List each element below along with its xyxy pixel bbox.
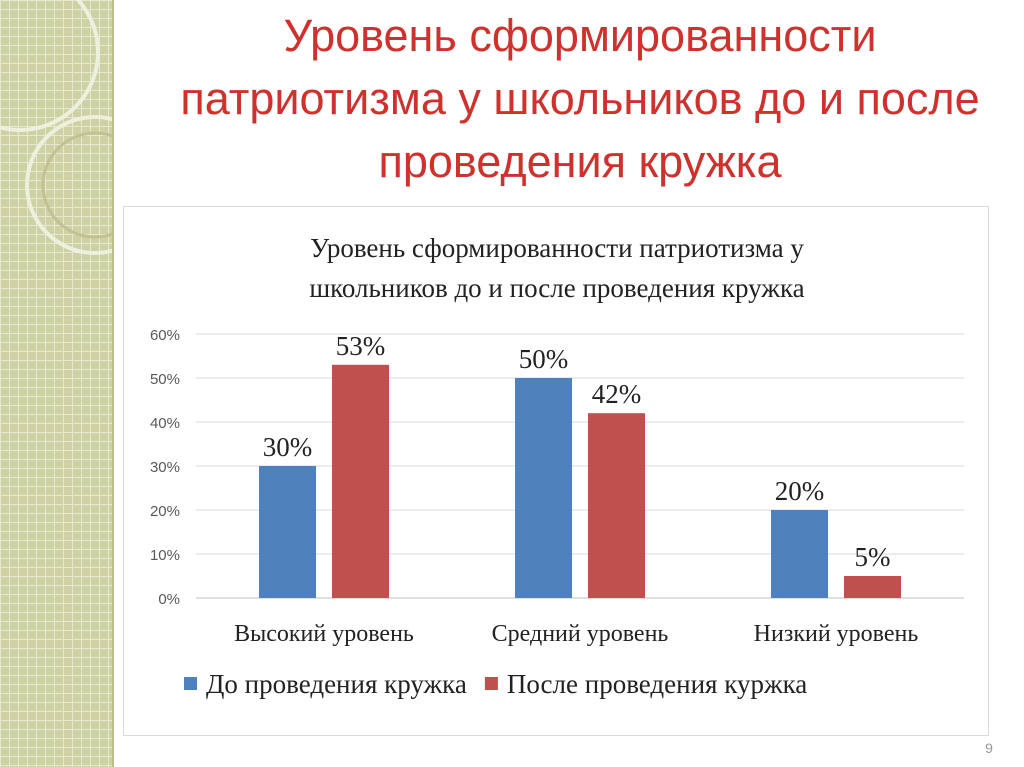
side-panel-edge [112,0,114,767]
data-label: 20% [775,476,825,506]
bar-after [588,413,645,598]
data-label: 50% [519,344,569,374]
legend-swatch-after [484,677,498,690]
y-tick-label: 50% [150,371,180,388]
bar-before [259,466,316,598]
y-tick-label: 0% [158,591,180,608]
chart-frame: Уровень сформированности патриотизма у ш… [123,206,989,736]
data-label: 30% [263,432,313,462]
chart-title-line-2: школьников до и после проведения кружка [309,273,804,303]
data-label: 53% [336,331,386,361]
slide-title: Уровень сформированности патриотизма у ш… [180,10,980,187]
x-category-label: Высокий уровень [234,621,414,647]
bar-before [771,510,828,598]
decorative-side-panel [0,0,112,767]
legend-swatch-before [184,677,197,690]
y-tick-label: 20% [150,503,180,520]
x-category-label: Средний уровень [492,621,669,647]
y-tick-label: 40% [150,415,180,432]
y-tick-label: 30% [150,459,180,476]
data-label: 5% [855,542,891,572]
data-label: 42% [592,379,642,409]
bar-before [515,378,572,598]
x-category-label: Низкий уровень [754,621,919,647]
decorative-circles [0,0,112,255]
page-number: 9 [985,740,993,756]
chart-title-line-1: Уровень сформированности патриотизма у [310,233,804,263]
bar-after [844,576,901,598]
y-tick-label: 10% [150,547,180,564]
y-tick-label: 60% [150,327,180,344]
legend-label-before: До проведения кружка [206,669,467,699]
legend-label-after: После проведения куржка [507,669,807,699]
bar-after [332,364,389,598]
bar-chart: Уровень сформированности патриотизма у ш… [150,233,964,699]
